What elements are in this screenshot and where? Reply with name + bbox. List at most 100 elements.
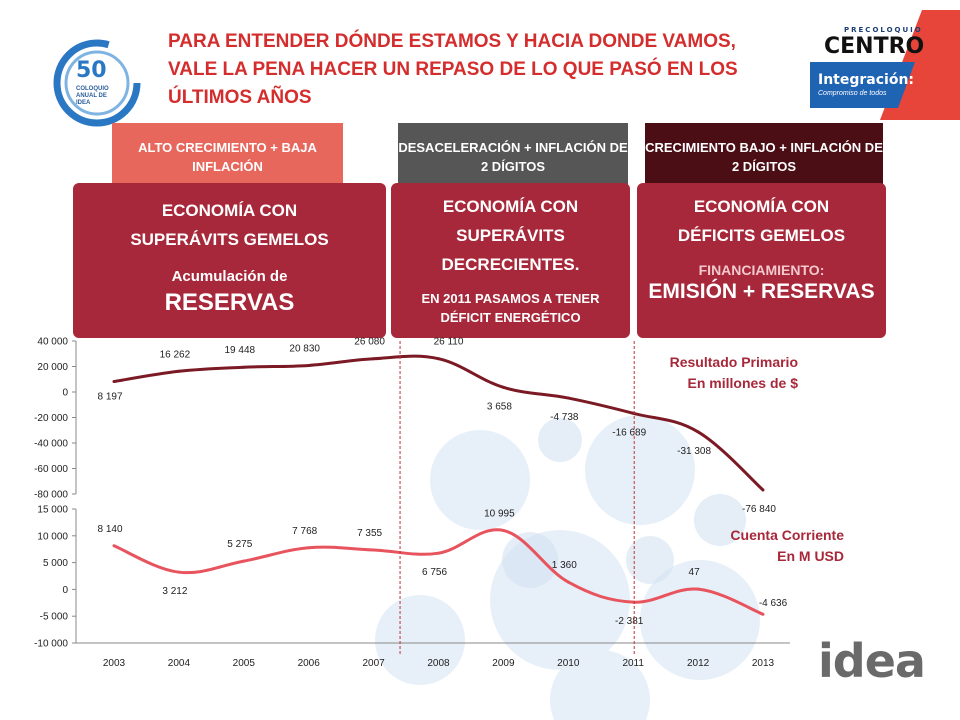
integracion-label: Integración: [818, 72, 915, 88]
tag-desaceleracion: DESACELERACIÓN + INFLACIÓN DE 2 DÍGITOS [398, 123, 628, 190]
panel-big: RESERVAS [164, 289, 295, 316]
chart-area: 40 000 20 000 0 -20 000 -40 000 -60 000 -80 00… [34, 337, 790, 669]
idea-logo: idea [818, 634, 926, 688]
data-point [566, 580, 570, 584]
y-tick-label: -60 000 [34, 464, 68, 475]
data-point [501, 528, 505, 532]
coloquio-number: 50 [76, 58, 107, 83]
data-label: -4 738 [550, 412, 579, 423]
panel-heading: ECONOMÍA CON SUPERÁVITS GEMELOS [130, 201, 329, 249]
data-point [566, 396, 570, 400]
y-tick-label: -5 000 [40, 612, 69, 623]
y-tick-label: -10 000 [34, 639, 68, 650]
precoloquio-logo-shape [810, 10, 960, 120]
x-tick-label: 2005 [233, 658, 256, 669]
x-tick-label: 2007 [362, 658, 385, 669]
data-point [307, 363, 311, 367]
cuenta-corriente-label: Cuenta Corriente En M USD [660, 525, 844, 567]
data-label: 8 140 [97, 524, 122, 535]
compromiso-label: Compromiso de todos [818, 90, 887, 97]
tag-crecimiento-bajo: CRECIMIENTO BAJO + INFLACIÓN DE 2 DÍGITO… [645, 123, 883, 190]
data-label: 1 360 [552, 560, 577, 571]
x-tick-label: 2004 [168, 658, 191, 669]
resultado-primario-label: Resultado Primario En millones de $ [620, 352, 798, 394]
data-point [437, 357, 440, 361]
y-tick-label: 5 000 [43, 558, 68, 569]
data-point [761, 612, 765, 616]
data-point [177, 369, 181, 373]
panel-sub: Acumulación de [171, 268, 288, 285]
x-tick-label: 2009 [492, 658, 515, 669]
y-tick-label: -40 000 [34, 439, 68, 450]
data-point [372, 357, 376, 361]
data-label: 5 275 [227, 539, 252, 550]
x-tick-label: 2008 [427, 658, 450, 669]
x-tick-label: 2006 [298, 658, 321, 669]
resultado-primario-line1: Resultado Primario [669, 354, 798, 370]
data-label: 10 995 [484, 508, 515, 519]
y-tick-label: -20 000 [34, 413, 68, 424]
coloquio-text: COLOQUIO ANUAL DE IDEA [76, 86, 109, 106]
data-label: 16 262 [160, 349, 191, 360]
data-label: 47 [689, 567, 701, 578]
centro-label: CENTRO [824, 34, 925, 59]
y-tick-label: 40 000 [37, 337, 68, 348]
page-title: PARA ENTENDER DÓNDE ESTAMOS Y HACIA DOND… [168, 31, 738, 108]
data-label: 7 355 [357, 528, 382, 539]
data-point [112, 544, 116, 548]
data-label: 26 080 [354, 337, 385, 348]
panel-deficits-gemelos: ECONOMÍA CON DÉFICITS GEMELOS FINANCIAMI… [637, 183, 886, 338]
tag-alto-crecimiento: ALTO CRECIMIENTO + BAJA INFLACIÓN [112, 123, 343, 190]
data-label: 26 110 [434, 337, 464, 348]
y-tick-label: 0 [62, 388, 68, 399]
x-tick-label: 2010 [557, 658, 580, 669]
data-label: 3 658 [487, 401, 512, 412]
data-label: -76 840 [742, 504, 776, 515]
data-label: 20 830 [289, 343, 320, 354]
precoloquio-label: PRECOLOQUIO [844, 26, 923, 34]
data-point [177, 570, 181, 574]
coloquio-logo: 50 COLOQUIO ANUAL DE IDEA [52, 38, 142, 128]
panel-sub: FINANCIAMIENTO: [698, 262, 825, 278]
x-tick-label: 2013 [752, 658, 775, 669]
data-point [307, 546, 311, 550]
data-label: 7 768 [292, 526, 317, 537]
data-label: -2 381 [615, 616, 644, 627]
data-point [372, 548, 376, 552]
cuenta-corriente-line2: En M USD [777, 548, 844, 564]
data-label: 6 756 [422, 567, 447, 578]
precoloquio-logo: PRECOLOQUIO CENTRO Integración: Compromi… [810, 10, 960, 120]
data-point [696, 430, 700, 434]
data-label: 8 197 [97, 392, 122, 403]
panel-superavits-decrecientes: ECONOMÍA CON SUPERÁVITS DECRECIENTES. EN… [391, 183, 630, 338]
data-point [242, 365, 246, 369]
panel-big: EMISIÓN + RESERVAS [648, 280, 875, 303]
y-tick-label: 10 000 [37, 531, 68, 542]
x-tick-label: 2003 [103, 658, 126, 669]
x-tick-label: 2012 [687, 658, 710, 669]
data-point [696, 587, 700, 591]
data-label: -4 636 [759, 598, 788, 609]
y-tick-label: 20 000 [37, 362, 68, 373]
cuenta-corriente-line1: Cuenta Corriente [730, 527, 844, 543]
coloquio-logo-mark [53, 39, 141, 127]
data-point [437, 551, 440, 555]
panel-note: EN 2011 PASAMOS A TENER DÉFICIT ENERGÉTI… [421, 291, 600, 325]
data-label: 3 212 [162, 586, 187, 597]
y-tick-label: -80 000 [34, 490, 68, 501]
resultado-primario-line2: En millones de $ [687, 375, 798, 391]
data-point [761, 488, 765, 492]
y-tick-label: 15 000 [37, 505, 68, 516]
data-point [242, 559, 246, 563]
data-point [501, 385, 505, 389]
x-tick-label: 2011 [622, 658, 644, 669]
y-tick-label: 0 [62, 585, 68, 596]
panel-heading: ECONOMÍA CON SUPERÁVITS DECRECIENTES. [441, 197, 580, 274]
data-point [112, 380, 116, 384]
data-label: -31 308 [677, 446, 711, 457]
data-label: -16 689 [612, 427, 646, 438]
data-label: 19 448 [225, 345, 256, 356]
panel-superavits-gemelos: ECONOMÍA CON SUPERÁVITS GEMELOS Acumulac… [73, 183, 386, 338]
panel-heading: ECONOMÍA CON DÉFICITS GEMELOS [677, 197, 846, 245]
